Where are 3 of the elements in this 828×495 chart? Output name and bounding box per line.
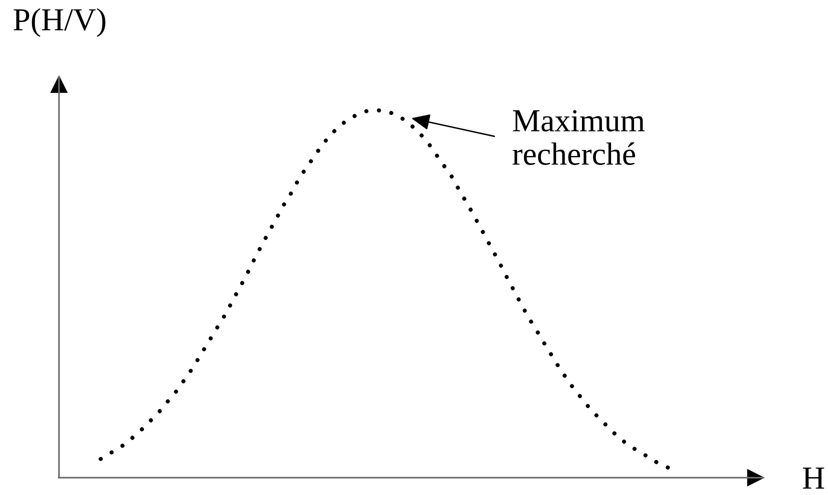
- y-axis-title: P(H/V): [14, 8, 106, 38]
- annotation: Maximum recherché: [512, 110, 645, 165]
- x-axis-title: H: [802, 468, 824, 489]
